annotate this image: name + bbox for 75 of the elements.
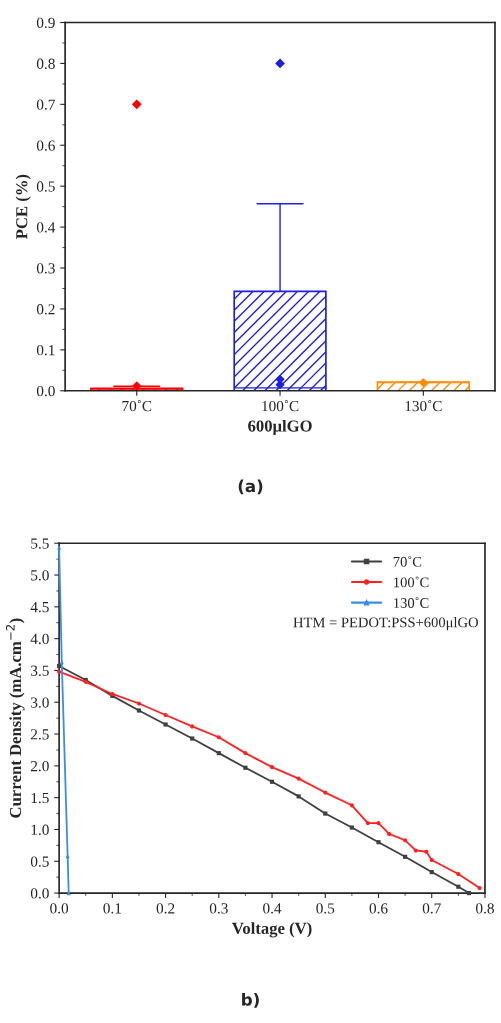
- x-tick-label: 0.2: [156, 903, 175, 914]
- point: [413, 848, 418, 853]
- x-tick-label: 0.1: [103, 903, 121, 914]
- annotation: HTM = PEDOT:PSS+600μlGO: [293, 617, 478, 631]
- y-tick-label: 0.5: [30, 856, 49, 867]
- y-tick-label: 0.8: [36, 58, 55, 69]
- point: [190, 724, 195, 729]
- y-tick-label: 0.3: [36, 263, 55, 274]
- point: [429, 870, 434, 875]
- y-tick-label: 0.4: [36, 222, 56, 233]
- y-tick-label: 0.5: [36, 181, 55, 192]
- point: [243, 751, 248, 756]
- y-tick-label: 3.0: [31, 697, 49, 708]
- x-tick-label: 0.3: [209, 903, 228, 914]
- point: [456, 884, 461, 889]
- y-tick-label: 0.0: [36, 385, 55, 397]
- y-tick-label: 2.5: [30, 729, 49, 740]
- y-tick-label: 0.9: [36, 17, 55, 29]
- x-tick-label: 0.7: [422, 903, 441, 914]
- legend-label: 130˚C: [394, 597, 429, 608]
- point: [216, 751, 221, 756]
- point: [243, 765, 248, 770]
- x-tick-label: 0.5: [316, 903, 335, 914]
- point: [403, 838, 408, 843]
- y-tick-label: 2.0: [30, 761, 49, 772]
- point: [216, 735, 221, 740]
- x-tick-label: 0.8: [476, 903, 494, 914]
- y-tick-label: 3.5: [31, 665, 49, 676]
- point: [296, 794, 301, 799]
- point: [477, 885, 482, 891]
- point: [57, 663, 62, 669]
- x-axis-title: Voltage (V): [232, 922, 312, 938]
- point: [376, 840, 381, 845]
- x-tick-label: 0.0: [50, 903, 69, 914]
- point: [190, 736, 195, 741]
- point: [424, 849, 429, 854]
- x-tick-label: 130˚C: [405, 400, 442, 412]
- y-axis-title: Current Density (mA.cm$^{−2}$): [5, 618, 25, 818]
- x-axis-title: 600μlGO: [248, 419, 312, 436]
- y-tick-label: 1.5: [31, 792, 49, 804]
- point: [269, 765, 275, 770]
- text: b): [242, 992, 259, 1008]
- text: (a): [238, 479, 263, 495]
- y-tick-label: 0.0: [30, 888, 49, 899]
- y-tick-label: 4.5: [30, 602, 49, 613]
- point: [349, 803, 354, 808]
- y-tick-label: 5.0: [31, 570, 49, 581]
- y-tick-label: 4.0: [30, 633, 49, 645]
- point: [163, 722, 168, 727]
- point: [136, 708, 142, 713]
- x-tick-label: 0.4: [263, 903, 282, 914]
- point: [57, 669, 62, 674]
- point: [163, 712, 168, 718]
- point: [57, 545, 62, 550]
- point: [323, 811, 328, 816]
- x-tick-label: 100˚C: [262, 400, 299, 412]
- y-tick-label: 0.2: [36, 304, 55, 315]
- y-tick-label: 0.6: [36, 140, 55, 151]
- point: [365, 821, 370, 826]
- x-tick-label: 0.6: [369, 903, 388, 914]
- legend-label: 100˚C: [394, 576, 429, 588]
- point: [403, 854, 408, 859]
- y-axis-title: PCE (%): [15, 174, 31, 239]
- point: [466, 891, 472, 896]
- x-tick-label: 70˚C: [122, 400, 152, 412]
- point: [387, 831, 392, 836]
- y-tick-label: 5.5: [31, 538, 49, 549]
- legend-label: 70˚C: [393, 555, 422, 567]
- y-tick-label: 0.1: [36, 345, 55, 356]
- point: [269, 779, 275, 784]
- y-tick-label: 0.7: [36, 99, 55, 110]
- y-tick-label: 1.0: [31, 824, 49, 835]
- point: [429, 857, 434, 863]
- point: [349, 825, 354, 830]
- point: [456, 871, 461, 877]
